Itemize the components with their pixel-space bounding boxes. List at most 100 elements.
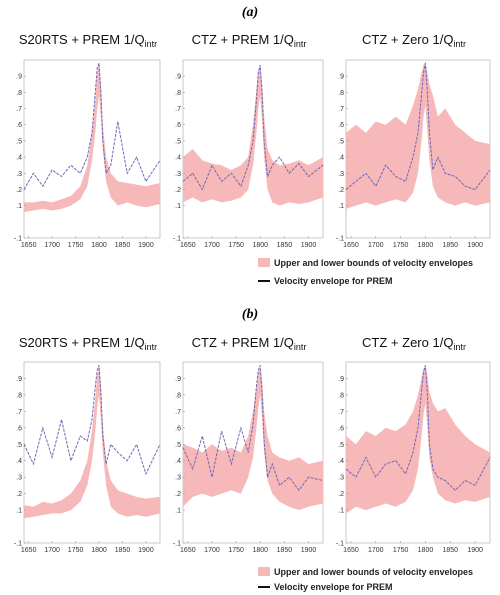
y-tick-label: .4: [16, 155, 22, 162]
panel-label-b: (b): [242, 307, 258, 322]
x-tick-label: 1750: [393, 547, 409, 554]
y-tick-label: .7: [16, 409, 22, 416]
y-tick-label: .4: [16, 458, 22, 465]
prem-velocity-line: [182, 365, 324, 492]
panel-b: (b) S20RTS + PREM 1/Qintr -.1 .1 .2 .3 .4 .5 .6…: [14, 307, 491, 592]
y-tick-label: .1: [16, 508, 22, 515]
x-tick-label: 1650: [180, 547, 196, 554]
x-tick-label: 1900: [138, 547, 154, 554]
x-tick-label: 1700: [368, 547, 384, 554]
x-tick-label: 1900: [467, 242, 483, 249]
x-tick-label: 1650: [343, 242, 359, 249]
x-tick-label: 1800: [252, 547, 268, 554]
x-tick-label: 1900: [301, 547, 317, 554]
x-tick-label: 1750: [228, 242, 244, 249]
velocity-bounds-band: [24, 63, 160, 213]
y-tick-label: .9: [175, 376, 181, 383]
chart-title-subscript: intr: [453, 39, 466, 49]
y-tick-label: -.1: [173, 541, 181, 548]
x-tick-label: 1800: [252, 242, 268, 249]
x-tick-label: 1800: [91, 242, 107, 249]
chart-a-ctz-zero: CTZ + Zero 1/Qintr -.1 .1 .2 .3 .4 .5 .6 .7 .8 .9 1…: [336, 32, 491, 249]
x-tick-label: 1700: [44, 547, 60, 554]
y-tick-label: .2: [16, 491, 22, 498]
x-tick-label: 1850: [115, 547, 131, 554]
y-tick-label: .6: [175, 122, 181, 129]
y-tick-label: .2: [16, 187, 22, 194]
chart-title: CTZ + Zero 1/Qintr: [362, 335, 466, 352]
y-tick-label: -.1: [14, 236, 22, 243]
legend-line-label: Velocity envelope for PREM: [274, 276, 393, 286]
y-tick-label: .9: [16, 376, 22, 383]
y-tick-label: .1: [338, 508, 344, 515]
x-tick-label: 1700: [368, 242, 384, 249]
x-tick-label: 1650: [21, 242, 37, 249]
y-tick-label: -.1: [173, 236, 181, 243]
legend-b: Upper and lower bounds of velocity envel…: [258, 567, 473, 592]
y-tick-label: .2: [175, 187, 181, 194]
chart-title-subscript: intr: [145, 39, 158, 49]
legend-line-label: Velocity envelope for PREM: [274, 582, 393, 592]
y-tick-label: .3: [175, 475, 181, 482]
x-tick-label: 1850: [277, 242, 293, 249]
y-tick-label: .4: [175, 155, 181, 162]
y-tick-label: .7: [175, 106, 181, 113]
y-tick-label: .9: [175, 74, 181, 81]
y-tick-label: .7: [16, 106, 22, 113]
x-tick-label: 1900: [301, 242, 317, 249]
prem-velocity-line: [345, 365, 491, 492]
y-tick-label: .8: [338, 90, 344, 97]
velocity-bounds-band: [183, 366, 323, 511]
panel-a: (a) S20RTS + PREM 1/Qintr -.1 .1 .2 .3 .4 .5 .6…: [14, 5, 491, 286]
velocity-bounds-band: [346, 365, 490, 514]
x-tick-label: 1700: [204, 547, 220, 554]
y-tick-label: .5: [175, 442, 181, 449]
chart-b-ctz-zero: CTZ + Zero 1/Qintr -.1 .1 .2 .3 .4 .5 .6 .7 .8 .9 1…: [336, 335, 491, 554]
legend-band-label: Upper and lower bounds of velocity envel…: [274, 258, 473, 268]
chart-title-subscript: intr: [294, 39, 307, 49]
y-tick-label: .3: [16, 475, 22, 482]
y-tick-label: .3: [338, 171, 344, 178]
y-tick-label: .3: [338, 475, 344, 482]
y-tick-label: .5: [338, 138, 344, 145]
y-tick-label: .5: [16, 138, 22, 145]
chart-b-ctz-prem: CTZ + PREM 1/Qintr -.1 .1 .2 .3 .4 .5 .6 .7 .8 .9 1…: [173, 335, 324, 554]
x-tick-label: 1850: [277, 547, 293, 554]
y-tick-label: .2: [175, 491, 181, 498]
chart-title: S20RTS + PREM 1/Qintr: [19, 32, 157, 49]
x-tick-label: 1750: [68, 547, 84, 554]
y-tick-label: .6: [16, 122, 22, 129]
y-tick-label: .7: [338, 409, 344, 416]
legend-band-swatch: [258, 567, 270, 576]
y-tick-label: .7: [338, 106, 344, 113]
legend-band-label: Upper and lower bounds of velocity envel…: [274, 567, 473, 577]
y-tick-label: .6: [338, 425, 344, 432]
legend-band-swatch: [258, 258, 270, 267]
x-tick-label: 1850: [442, 547, 458, 554]
y-tick-label: .3: [16, 171, 22, 178]
chart-title: S20RTS + PREM 1/Qintr: [19, 335, 157, 352]
y-tick-label: .5: [338, 442, 344, 449]
y-tick-label: .5: [16, 442, 22, 449]
x-tick-label: 1900: [138, 242, 154, 249]
chart-title: CTZ + PREM 1/Qintr: [192, 335, 307, 352]
y-tick-label: .2: [338, 491, 344, 498]
y-tick-label: .8: [16, 392, 22, 399]
y-tick-label: .2: [338, 187, 344, 194]
prem-velocity-line: [23, 63, 161, 190]
y-tick-label: .1: [175, 508, 181, 515]
y-tick-label: .4: [175, 458, 181, 465]
x-tick-label: 1850: [115, 242, 131, 249]
x-tick-label: 1650: [343, 547, 359, 554]
x-tick-label: 1750: [68, 242, 84, 249]
chart-a-s20rts-prem: S20RTS + PREM 1/Qintr -.1 .1 .2 .3 .4 .5 .6 .7 .8…: [14, 32, 161, 249]
y-tick-label: .8: [175, 90, 181, 97]
y-tick-label: .9: [16, 74, 22, 81]
x-tick-label: 1700: [44, 242, 60, 249]
chart-title-subscript: intr: [453, 342, 466, 352]
chart-title: CTZ + PREM 1/Qintr: [192, 32, 307, 49]
y-tick-label: .1: [16, 203, 22, 210]
y-tick-label: .6: [338, 122, 344, 129]
y-tick-label: .6: [175, 425, 181, 432]
